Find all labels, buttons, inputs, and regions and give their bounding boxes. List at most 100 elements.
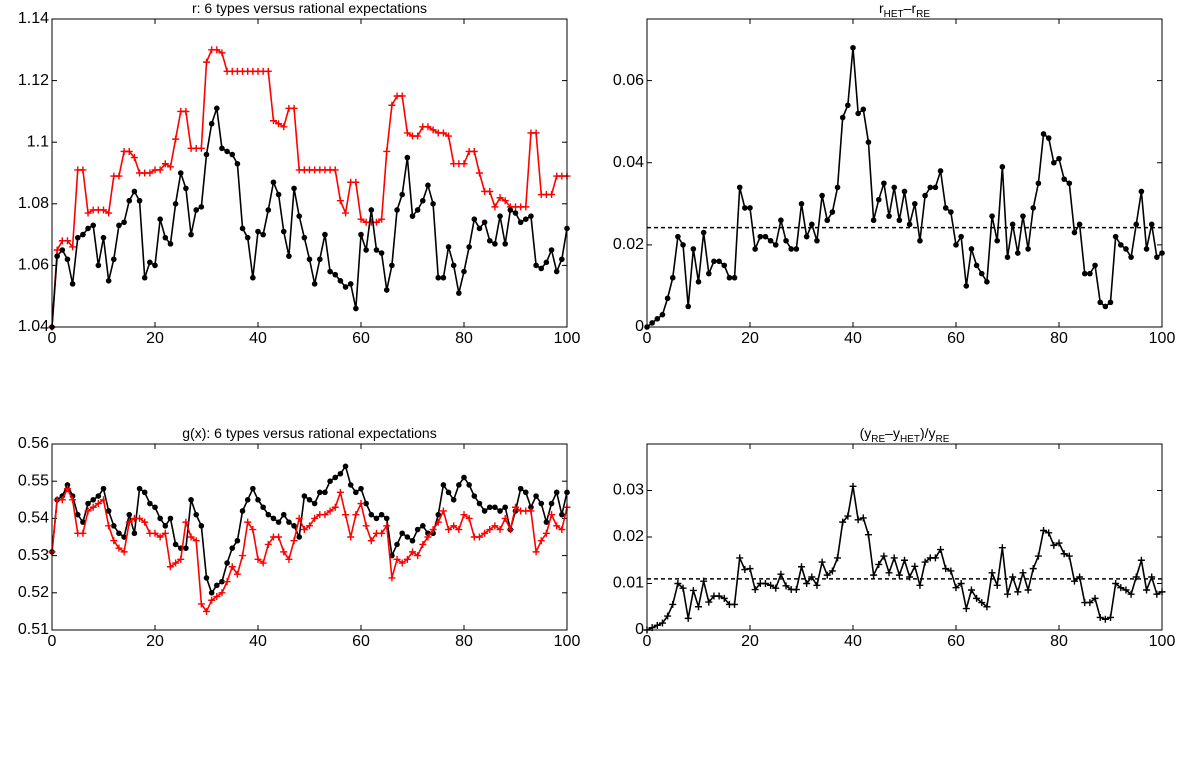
title-part: g(x): 6 types versus rational expectatio… xyxy=(182,425,436,441)
point xyxy=(501,197,509,205)
point xyxy=(746,565,754,573)
point xyxy=(1097,299,1103,306)
point xyxy=(59,247,66,253)
point xyxy=(162,234,169,241)
point xyxy=(183,545,189,551)
panel: r: 6 types versus rational expectations 0… xyxy=(18,0,581,347)
point xyxy=(393,555,401,563)
point xyxy=(679,584,687,592)
point xyxy=(700,229,707,236)
point xyxy=(1004,254,1011,260)
point xyxy=(269,117,277,125)
point xyxy=(69,243,77,251)
point xyxy=(188,231,194,238)
point xyxy=(999,164,1006,170)
point xyxy=(1066,180,1073,187)
point xyxy=(695,279,702,285)
point xyxy=(445,526,453,534)
y-tick-label: 0.01 xyxy=(613,575,644,592)
point xyxy=(317,489,323,496)
point xyxy=(146,169,154,177)
point xyxy=(695,603,702,611)
point xyxy=(680,242,686,248)
point xyxy=(156,166,164,174)
point xyxy=(147,259,153,266)
point xyxy=(834,184,841,191)
point xyxy=(875,196,882,203)
point xyxy=(502,504,509,511)
point xyxy=(522,203,530,211)
point xyxy=(757,233,764,240)
point xyxy=(353,305,359,312)
point xyxy=(347,533,355,541)
point xyxy=(424,533,432,541)
point xyxy=(461,268,467,275)
point xyxy=(533,493,539,499)
point xyxy=(497,213,503,219)
point xyxy=(1029,565,1037,573)
point xyxy=(460,160,468,168)
title-part: )/y xyxy=(920,425,936,441)
point xyxy=(818,558,826,566)
x-tick-label: 60 xyxy=(352,330,370,347)
point xyxy=(311,281,318,287)
point xyxy=(63,485,71,493)
point xyxy=(131,188,138,195)
point xyxy=(1004,590,1011,598)
point xyxy=(260,504,266,511)
point xyxy=(1020,213,1026,219)
point xyxy=(208,590,215,596)
point xyxy=(486,187,494,195)
x-tick-label: 80 xyxy=(455,330,473,347)
point xyxy=(183,185,189,192)
point xyxy=(1070,577,1078,585)
point xyxy=(685,303,691,310)
point xyxy=(378,215,386,223)
point xyxy=(890,554,898,562)
point xyxy=(1107,613,1114,621)
point xyxy=(533,262,539,269)
point xyxy=(203,58,210,66)
point xyxy=(471,216,478,222)
point xyxy=(414,132,422,140)
point xyxy=(983,603,991,611)
point xyxy=(932,184,939,191)
point xyxy=(772,242,779,248)
point xyxy=(849,482,857,490)
point xyxy=(814,237,820,244)
point xyxy=(1118,242,1124,248)
point xyxy=(167,241,174,247)
point xyxy=(193,207,199,213)
point xyxy=(870,217,877,224)
point xyxy=(270,179,277,186)
point xyxy=(203,607,210,615)
point xyxy=(1076,221,1083,228)
point xyxy=(1143,586,1151,594)
point xyxy=(130,154,138,162)
point xyxy=(363,500,369,507)
point xyxy=(517,485,524,492)
point xyxy=(116,530,122,537)
panel: g(x): 6 types versus rational expectatio… xyxy=(18,425,581,651)
point xyxy=(958,233,964,240)
point xyxy=(783,237,789,244)
point xyxy=(363,247,369,253)
point xyxy=(419,540,427,548)
point xyxy=(767,581,775,589)
point xyxy=(942,205,949,211)
point xyxy=(414,552,422,560)
point xyxy=(228,563,236,571)
point xyxy=(978,270,985,277)
point xyxy=(389,262,395,269)
point xyxy=(751,586,759,594)
point xyxy=(747,205,753,211)
point xyxy=(105,508,112,514)
point xyxy=(1045,135,1052,141)
point xyxy=(58,496,66,504)
point xyxy=(788,246,794,252)
point xyxy=(1112,233,1119,240)
point xyxy=(141,274,148,281)
axes-box xyxy=(646,443,1163,631)
point xyxy=(901,556,908,564)
point xyxy=(172,541,179,548)
